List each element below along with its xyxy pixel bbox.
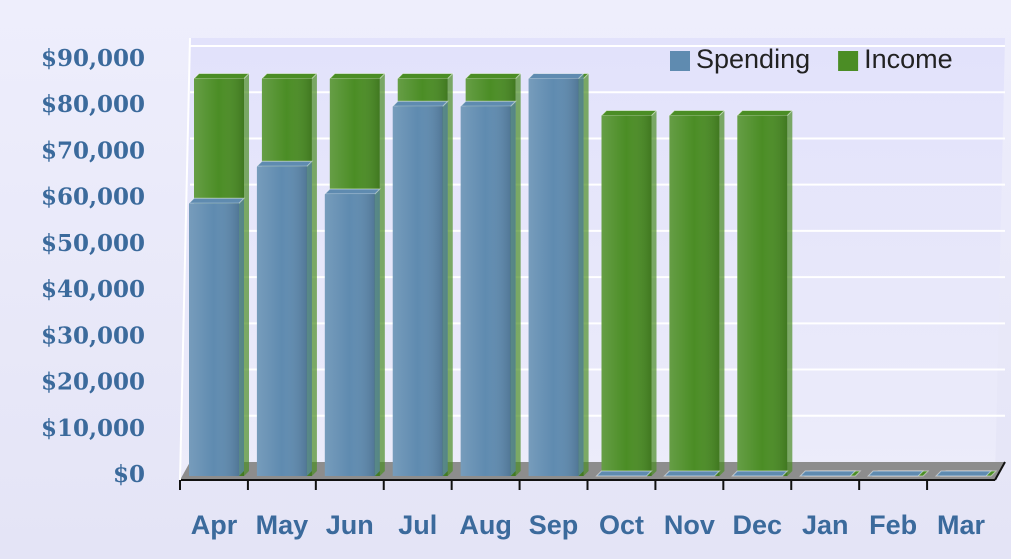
bar-top xyxy=(527,72,585,79)
x-tick-label: Jan xyxy=(802,510,849,540)
bar-shade xyxy=(528,78,579,476)
bar-side xyxy=(311,73,317,476)
x-tick-label: Mar xyxy=(937,510,986,540)
x-tick-label: Apr xyxy=(191,510,238,540)
y-tick-label: $20,000 xyxy=(41,369,145,396)
y-tick-label: $0 xyxy=(113,461,145,488)
bar-side xyxy=(239,198,244,477)
bar-shade xyxy=(324,194,375,477)
bar-top xyxy=(736,109,794,116)
legend-swatch xyxy=(670,51,690,71)
bar-side xyxy=(510,101,516,476)
x-tick-label: Jun xyxy=(326,510,374,540)
bar-top xyxy=(459,100,517,107)
bar-shade xyxy=(601,115,652,476)
bar-shade xyxy=(460,106,511,476)
legend-label: Spending xyxy=(696,44,810,74)
x-axis-depth xyxy=(994,461,1006,481)
bar-top xyxy=(396,72,454,79)
y-tick-label: $70,000 xyxy=(41,137,145,164)
floor xyxy=(180,462,1005,480)
bar-shade xyxy=(392,106,443,476)
bar-side xyxy=(719,110,725,476)
bar-top xyxy=(464,72,522,79)
y-tick-label: $30,000 xyxy=(41,322,145,349)
bar-side xyxy=(787,110,793,476)
bar-top xyxy=(595,470,653,477)
y-tick-label: $80,000 xyxy=(41,91,145,118)
bar-side xyxy=(447,73,453,476)
bar-side xyxy=(651,110,657,476)
x-tick-label: May xyxy=(256,510,309,540)
bar-top xyxy=(866,470,925,477)
bar-top xyxy=(731,470,789,477)
bar-side xyxy=(244,73,249,476)
x-tick-label: Nov xyxy=(664,510,715,540)
bar-side xyxy=(578,73,584,476)
bar-top xyxy=(799,470,857,477)
legend-swatch xyxy=(838,51,859,71)
bar-side xyxy=(374,189,380,477)
bar-shade xyxy=(256,166,307,477)
y-tick-label: $50,000 xyxy=(41,230,145,257)
y-tick-label: $40,000 xyxy=(41,276,145,303)
bar-side xyxy=(306,161,312,477)
bar-top xyxy=(391,100,449,107)
bar-shade xyxy=(669,115,720,476)
bar-shade xyxy=(189,203,239,477)
bar-top xyxy=(328,72,387,79)
x-tick-label: Oct xyxy=(599,510,644,540)
bar-side xyxy=(515,73,521,476)
bar-top xyxy=(255,160,314,167)
bar-top xyxy=(934,470,993,477)
bar-top xyxy=(668,109,726,116)
bar-top xyxy=(600,109,658,116)
bar-shade xyxy=(737,115,788,476)
bar-side xyxy=(442,101,448,476)
x-tick-label: Aug xyxy=(459,510,511,540)
bar-top xyxy=(323,188,382,195)
y-tick-label: $90,000 xyxy=(41,45,145,72)
bar-top xyxy=(260,72,319,79)
bar-top xyxy=(663,470,721,477)
x-tick-label: Jul xyxy=(398,510,437,540)
x-tick-label: Feb xyxy=(869,510,917,540)
bar-side xyxy=(379,73,385,476)
x-tick-label: Dec xyxy=(733,510,783,540)
legend-label: Income xyxy=(864,44,953,74)
bar-side xyxy=(583,73,589,476)
x-tick-label: Sep xyxy=(529,510,579,540)
bar-top xyxy=(187,197,246,204)
y-axis xyxy=(179,37,191,481)
y-tick-label: $10,000 xyxy=(41,415,145,442)
y-tick-label: $60,000 xyxy=(41,184,145,211)
bar-top xyxy=(192,72,251,79)
